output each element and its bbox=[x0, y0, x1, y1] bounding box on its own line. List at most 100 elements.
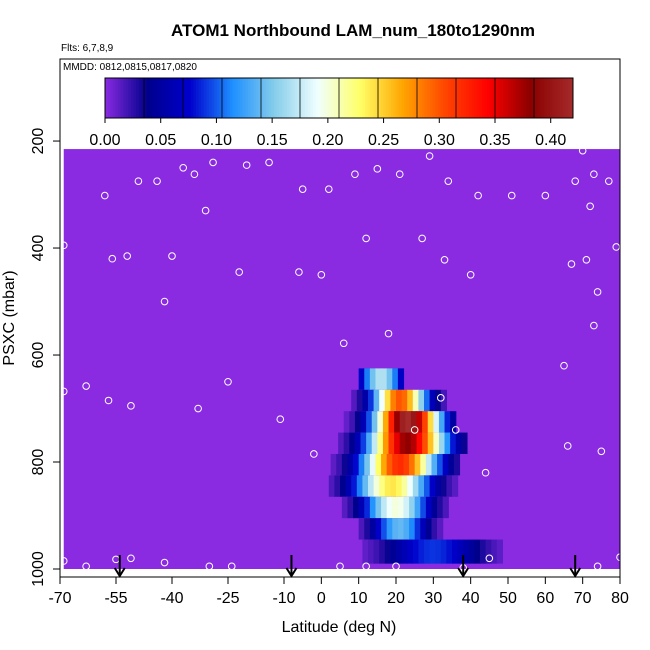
colorbar-segment bbox=[242, 78, 246, 118]
colorbar-segment bbox=[567, 78, 571, 118]
sample-point bbox=[384, 329, 393, 338]
colorbar-segment bbox=[443, 78, 447, 118]
colorbar-segment bbox=[437, 78, 441, 118]
colorbar-segment bbox=[162, 78, 166, 118]
sample-point bbox=[578, 146, 587, 155]
colorbar-segment bbox=[180, 78, 184, 118]
colorbar-segment bbox=[482, 78, 486, 118]
heatmap-cell bbox=[410, 411, 418, 433]
heatmap-cell bbox=[392, 368, 399, 390]
colorbar-segment bbox=[404, 78, 408, 118]
heatmap-cell bbox=[384, 539, 391, 564]
colorbar-segment bbox=[495, 78, 499, 118]
colorbar-segment bbox=[344, 78, 348, 118]
colorbar-segment bbox=[476, 78, 480, 118]
colorbar: 0.00 0.05 0.10 0.15 0.20 0.25 0.30 0.35 0.40 bbox=[89, 77, 574, 149]
colorbar-segment bbox=[240, 78, 244, 118]
sample-point bbox=[339, 339, 348, 348]
sample-point bbox=[444, 177, 453, 185]
heatmap-cell bbox=[431, 496, 438, 519]
heatmap-cell bbox=[440, 389, 447, 412]
heatmap-cell bbox=[396, 475, 403, 497]
colorbar-segment bbox=[372, 78, 376, 118]
heatmap-cell bbox=[364, 518, 371, 540]
heatmap-cell bbox=[461, 432, 468, 454]
colorbar-segment bbox=[541, 78, 545, 118]
sample-point bbox=[507, 191, 516, 200]
x-tick-label: 60 bbox=[536, 590, 554, 607]
colorbar-tick-label: 0.40 bbox=[535, 132, 566, 149]
heatmap-cell bbox=[437, 518, 444, 540]
colorbar-tick-label: 0.25 bbox=[368, 132, 399, 149]
heatmap-cell bbox=[429, 475, 436, 497]
colorbar-segment bbox=[445, 78, 449, 118]
sample-point bbox=[265, 158, 273, 167]
heatmap-cell bbox=[485, 539, 492, 564]
heatmap-cell bbox=[381, 368, 388, 390]
colorbar-segment bbox=[105, 78, 109, 118]
heatmap-cell bbox=[418, 539, 425, 564]
heatmap-cell bbox=[444, 411, 451, 433]
heatmap-cell bbox=[382, 411, 390, 433]
colorbar-segment bbox=[297, 78, 301, 118]
sample-points-layer bbox=[59, 146, 624, 572]
colorbar-segment bbox=[380, 78, 384, 118]
heatmap-cell bbox=[446, 475, 453, 497]
colorbar-segment bbox=[508, 78, 512, 118]
y-tick-label: 800 bbox=[30, 449, 47, 476]
heatmap-cell bbox=[491, 539, 498, 564]
heatmap-cell bbox=[452, 539, 459, 564]
colorbar-segment bbox=[544, 78, 548, 118]
colorbar-segment bbox=[133, 78, 137, 118]
colorbar-segment bbox=[523, 78, 527, 118]
heatmap-cell bbox=[373, 475, 380, 497]
colorbar-tick-label: 0.10 bbox=[201, 132, 232, 149]
colorbar-segment bbox=[409, 78, 413, 118]
sample-point bbox=[201, 206, 210, 215]
heatmap-cell bbox=[330, 453, 337, 476]
colorbar-segment bbox=[318, 78, 322, 118]
colorbar-segment bbox=[401, 78, 405, 118]
heatmap-cell bbox=[424, 389, 431, 412]
x-tick-label: 10 bbox=[350, 590, 368, 607]
sample-point bbox=[134, 177, 143, 185]
heatmap-cell bbox=[392, 496, 399, 519]
colorbar-segment bbox=[357, 78, 361, 118]
colorbar-segment bbox=[294, 78, 298, 118]
x-axis: -70 -55 -40 -25 -10 0 10 20 30 40 50 60 70 80 bbox=[48, 576, 629, 607]
colorbar-segment bbox=[123, 78, 127, 118]
colorbar-segment bbox=[263, 78, 267, 118]
x-tick-label: 0 bbox=[317, 590, 326, 607]
heatmap-cell bbox=[407, 389, 414, 412]
colorbar-tick-label: 0.35 bbox=[479, 132, 510, 149]
flight-arrows-layer bbox=[113, 555, 582, 578]
colorbar-segment bbox=[521, 78, 525, 118]
heatmap-cell bbox=[420, 518, 427, 540]
colorbar-segment bbox=[115, 78, 119, 118]
heatmap-cell bbox=[450, 411, 457, 433]
colorbar-segment bbox=[193, 78, 197, 118]
colorbar-segment bbox=[557, 78, 561, 118]
colorbar-segment bbox=[393, 78, 397, 118]
sample-point bbox=[242, 161, 251, 169]
sample-point bbox=[235, 268, 243, 276]
heatmap-cell bbox=[349, 411, 356, 433]
heatmap-cell bbox=[368, 389, 375, 412]
colorbar-segment bbox=[487, 78, 491, 118]
sample-point bbox=[108, 254, 117, 263]
heatmap-cell bbox=[340, 475, 347, 497]
sample-point bbox=[437, 394, 445, 402]
heatmap-cell bbox=[401, 539, 408, 564]
heatmap-cell bbox=[381, 453, 388, 476]
colorbar-segment bbox=[458, 78, 462, 118]
colorbar-segment bbox=[248, 78, 252, 118]
heatmap-cell bbox=[431, 518, 438, 540]
y-tick-label: 600 bbox=[30, 342, 47, 369]
sample-point bbox=[582, 256, 591, 264]
heatmap-cell bbox=[364, 496, 371, 519]
heatmap-cell bbox=[403, 453, 410, 476]
heatmap-cell bbox=[424, 475, 431, 497]
heatmap-cell bbox=[455, 432, 462, 454]
colorbar-segment bbox=[190, 78, 194, 118]
heatmap-cell bbox=[392, 518, 399, 540]
